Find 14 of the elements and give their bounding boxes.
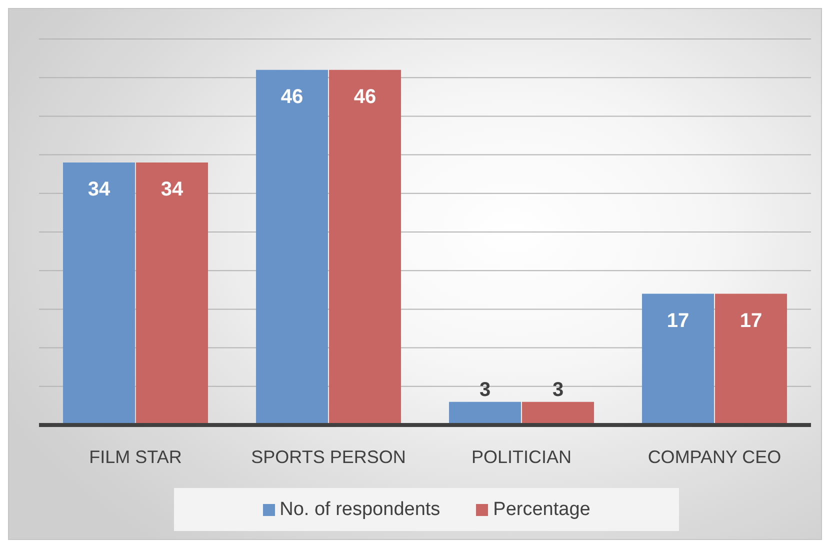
data-label: 17 <box>666 310 690 332</box>
x-tick-label: POLITICIAN <box>471 446 572 467</box>
legend-label: Percentage <box>493 498 590 520</box>
data-label: 46 <box>280 86 304 108</box>
legend-label: No. of respondents <box>280 498 440 520</box>
data-label: 3 <box>552 378 564 401</box>
data-label: 3 <box>479 378 491 401</box>
data-label: 34 <box>88 178 111 201</box>
data-label: 17 <box>740 310 762 332</box>
x-tick-label: FILM STAR <box>89 446 182 467</box>
x-tick-label: COMPANY CEO <box>648 446 782 467</box>
x-tick-label: SPORTS PERSON <box>251 446 406 467</box>
data-label: 46 <box>354 86 376 108</box>
data-label: 34 <box>160 178 184 201</box>
